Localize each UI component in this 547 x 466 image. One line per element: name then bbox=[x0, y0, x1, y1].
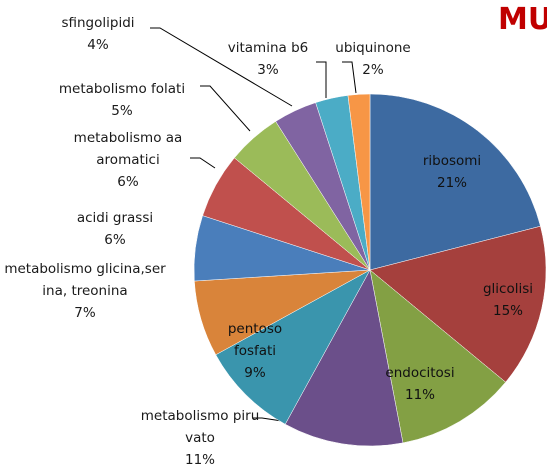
slice-value: 4% bbox=[87, 37, 109, 53]
slice-value: 5% bbox=[111, 103, 133, 119]
slice-value: 3% bbox=[257, 62, 279, 78]
slice-value: 2% bbox=[362, 62, 384, 78]
slice-label: metabolismo piruvato 11% bbox=[140, 405, 260, 466]
leader-line bbox=[316, 61, 327, 98]
slice-name: metabolismo glicina,serina, treonina bbox=[4, 261, 166, 299]
slice-label: ribosomi 21% bbox=[412, 150, 492, 194]
pie-slice bbox=[369, 269, 506, 444]
pie-slice bbox=[284, 269, 404, 447]
pie-slice bbox=[369, 225, 547, 383]
leader-line bbox=[190, 157, 216, 169]
slice-label: metabolismo glicina,serina, treonina 7% bbox=[3, 258, 168, 324]
slice-label: ubiquinone 2% bbox=[328, 37, 418, 81]
slice-value: 21% bbox=[436, 175, 467, 191]
slice-label: metabolismo folati 5% bbox=[37, 78, 207, 122]
pie-slice bbox=[347, 93, 371, 271]
slice-name: metabolismo aa aromatici bbox=[73, 130, 183, 168]
pie-slice bbox=[369, 93, 541, 271]
slice-name: ribosomi bbox=[422, 153, 482, 169]
slice-name: vitamina b6 bbox=[227, 40, 309, 56]
slice-name: sfingolipidi bbox=[61, 15, 135, 31]
leader-lines bbox=[150, 27, 357, 428]
slice-value: 11% bbox=[184, 452, 215, 466]
slice-name: metabolismo folati bbox=[58, 81, 186, 97]
slice-name: acidi grassi bbox=[76, 210, 154, 226]
chart-title: MUT bbox=[498, 2, 547, 37]
slice-label: vitamina b6 3% bbox=[213, 37, 323, 81]
pie-slice bbox=[215, 269, 371, 425]
slice-name: ubiquinone bbox=[335, 40, 411, 56]
slice-label: metabolismo aa aromatici 6% bbox=[73, 127, 183, 193]
slice-value: 6% bbox=[117, 174, 139, 190]
slice-value: 9% bbox=[244, 365, 266, 381]
slice-name: metabolismo piruvato bbox=[140, 408, 260, 446]
slice-label: glicolisi 15% bbox=[473, 278, 543, 322]
slice-value: 7% bbox=[74, 305, 96, 321]
slice-label: endocitosi 11% bbox=[375, 362, 465, 406]
slice-name: glicolisi bbox=[482, 281, 534, 297]
slice-value: 6% bbox=[104, 232, 126, 248]
slice-label: pentoso fosfati 9% bbox=[224, 318, 286, 384]
slice-name: pentoso fosfati bbox=[227, 321, 283, 359]
slice-value: 15% bbox=[492, 303, 523, 319]
leader-line bbox=[200, 85, 251, 132]
slice-value: 11% bbox=[404, 387, 435, 403]
slice-name: endocitosi bbox=[385, 365, 455, 381]
leader-line bbox=[150, 27, 293, 107]
slice-label: sfingolipidi 4% bbox=[38, 12, 158, 56]
slice-label: acidi grassi 6% bbox=[60, 207, 170, 251]
leader-line bbox=[342, 61, 357, 94]
